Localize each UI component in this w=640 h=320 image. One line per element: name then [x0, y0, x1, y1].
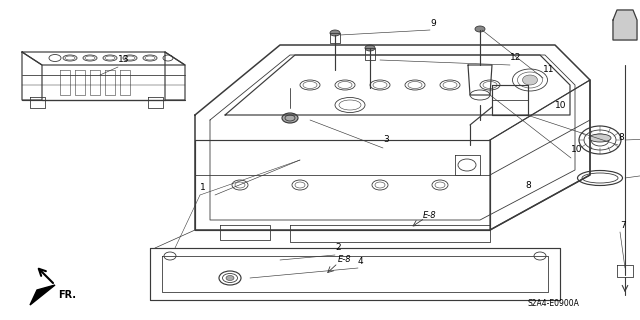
Ellipse shape — [522, 75, 538, 85]
Ellipse shape — [330, 30, 340, 36]
Text: 11: 11 — [543, 66, 554, 75]
Polygon shape — [30, 285, 55, 305]
Text: FR.: FR. — [58, 290, 76, 300]
Text: 8: 8 — [618, 132, 624, 141]
Text: S2A4-E0900A: S2A4-E0900A — [528, 299, 580, 308]
Text: 10: 10 — [555, 100, 566, 109]
Text: 10: 10 — [571, 146, 582, 155]
Text: 3: 3 — [383, 135, 388, 145]
Ellipse shape — [226, 276, 234, 281]
Polygon shape — [613, 10, 637, 40]
Text: 8: 8 — [525, 180, 531, 189]
Text: 2: 2 — [335, 244, 340, 252]
Ellipse shape — [475, 26, 485, 32]
Text: 4: 4 — [358, 257, 364, 266]
Text: 9: 9 — [430, 19, 436, 28]
Text: E-8: E-8 — [338, 255, 352, 265]
Text: 13: 13 — [118, 55, 129, 65]
Text: 7: 7 — [620, 220, 626, 229]
Ellipse shape — [282, 113, 298, 123]
Text: 12: 12 — [510, 52, 522, 61]
Text: E-8: E-8 — [423, 211, 437, 220]
Ellipse shape — [365, 45, 375, 51]
Text: 1: 1 — [200, 183, 205, 193]
Ellipse shape — [589, 134, 611, 142]
